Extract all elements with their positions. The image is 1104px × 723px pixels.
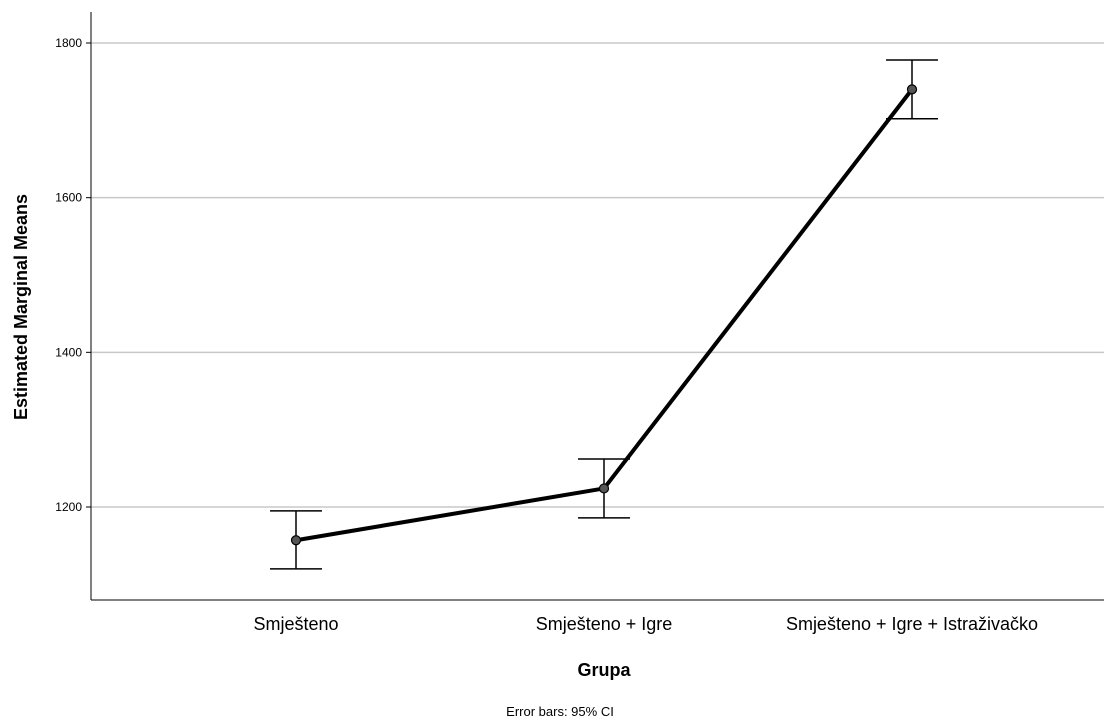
x-axis-title: Grupa: [577, 660, 631, 680]
x-tick-labels: Smješteno Smješteno + Igre Smješteno + Igr…: [253, 614, 1038, 634]
error-bars-note: Error bars: 95% CI: [506, 704, 614, 719]
x-tick-label-0: Smješteno: [253, 614, 338, 634]
gridlines: [91, 42, 1104, 508]
y-axis-title: Estimated Marginal Means: [11, 194, 31, 420]
data-point-1: [598, 483, 610, 494]
y-tick-label-1600: 1600: [55, 191, 82, 205]
data-points: [290, 84, 918, 546]
y-tick-label-1200: 1200: [55, 500, 82, 514]
y-ticks: 1200 1400 1600 1800: [55, 36, 91, 514]
x-tick-label-2: Smješteno + Igre + Istraživačko: [786, 614, 1038, 634]
y-tick-label-1400: 1400: [55, 345, 82, 359]
data-point-2: [906, 84, 918, 95]
x-tick-label-1: Smješteno + Igre: [536, 614, 673, 634]
data-point-0: [290, 535, 302, 546]
y-tick-label-1800: 1800: [55, 36, 82, 50]
